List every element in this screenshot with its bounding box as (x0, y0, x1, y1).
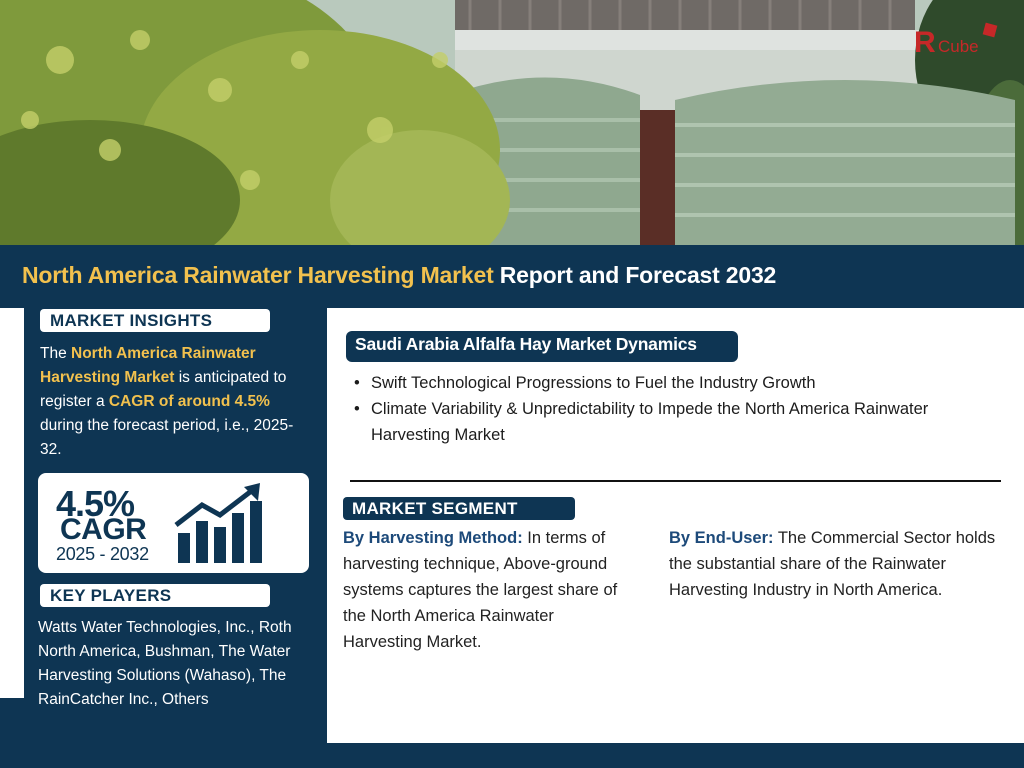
svg-text:R: R (914, 26, 936, 58)
bottom-band (0, 743, 1024, 768)
title-rest: Report and Forecast 2032 (493, 262, 777, 288)
market-segment-label: MARKET SEGMENT (343, 497, 575, 520)
list-item: Climate Variability & Unpredictability t… (352, 396, 992, 448)
hero-image (0, 0, 1024, 245)
rainwater-tanks-photo (0, 0, 1024, 245)
market-insights-text: The North America Rainwater Harvesting M… (40, 345, 294, 458)
brand-logo: R Cube (914, 22, 1006, 59)
svg-text:Cube: Cube (938, 37, 979, 56)
title-highlight: North America Rainwater Harvesting Marke… (22, 262, 494, 288)
list-item: Swift Technological Progressions to Fuel… (352, 370, 992, 396)
cagr-period: 2025 - 2032 (56, 544, 149, 564)
title-band (0, 245, 1024, 307)
growth-bar-chart-icon (174, 483, 262, 563)
left-edge-strip (0, 308, 24, 698)
cagr-card: 4.5% CAGR 2025 - 2032 (38, 473, 309, 573)
market-dynamics-list: Swift Technological Progressions to Fuel… (352, 370, 992, 448)
segment-harvesting-method: By Harvesting Method: In terms of harves… (343, 529, 618, 651)
key-players-text: Watts Water Technologies, Inc., Roth Nor… (38, 619, 292, 708)
page-title: North America Rainwater Harvesting Marke… (22, 262, 776, 289)
cagr-value: 4.5% (56, 483, 135, 524)
market-dynamics-title: Saudi Arabia Alfalfa Hay Market Dynamics (346, 331, 738, 362)
logo-mark-icon: R Cube (914, 22, 998, 59)
market-insights-label: MARKET INSIGHTS (40, 309, 270, 332)
key-players-label: KEY PLAYERS (40, 584, 270, 607)
section-divider (350, 480, 1001, 482)
segment-end-user: By End-User: The Commercial Sector holds… (669, 529, 996, 599)
cagr-label: CAGR (60, 513, 147, 546)
